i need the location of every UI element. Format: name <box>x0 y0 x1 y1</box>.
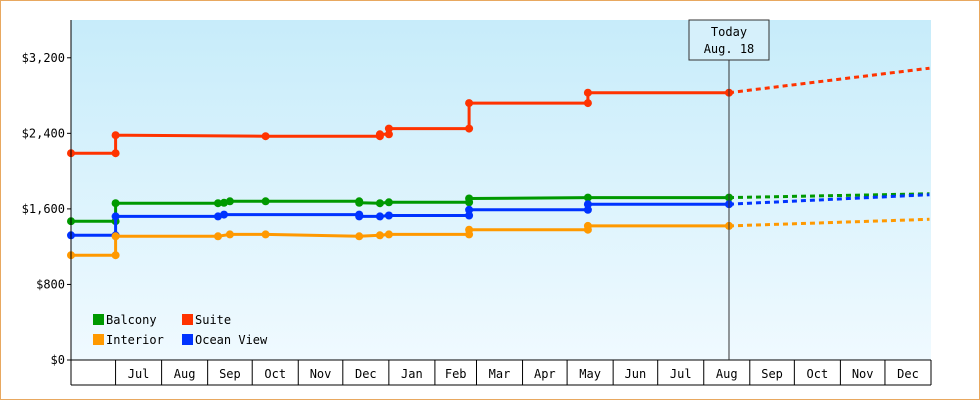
data-point-interior <box>111 232 120 241</box>
x-tick-label: Aug <box>174 367 196 381</box>
data-point-balcony <box>261 197 270 206</box>
legend-label-balcony: Balcony <box>106 313 157 327</box>
data-point-balcony <box>384 198 393 207</box>
data-point-interior <box>384 230 393 239</box>
legend: Balcony Suite Interior Ocean View <box>93 313 268 347</box>
x-tick-label: Jul <box>670 367 692 381</box>
y-tick-label: $800 <box>36 277 65 291</box>
data-point-interior <box>375 231 384 240</box>
data-point-ocean-view <box>111 212 120 221</box>
data-point-suite <box>465 124 474 133</box>
x-tick-label: Feb <box>445 367 467 381</box>
data-point-ocean-view <box>583 200 592 209</box>
x-tick-label: May <box>579 367 601 381</box>
legend-label-suite: Suite <box>195 313 231 327</box>
data-point-interior <box>214 232 222 241</box>
data-point-interior <box>355 232 364 241</box>
plot-area <box>71 20 931 360</box>
y-tick-label: $1,600 <box>22 202 65 216</box>
x-tick-label: Dec <box>897 367 919 381</box>
data-point-ocean-view <box>375 212 384 221</box>
today-date: Aug. 18 <box>704 42 755 56</box>
legend-swatch-suite <box>182 314 193 325</box>
legend-label-ocean-view: Ocean View <box>195 333 268 347</box>
series-forecast-interior <box>728 217 930 228</box>
data-point-balcony <box>465 194 474 203</box>
x-tick-label: Apr <box>534 367 556 381</box>
today-box <box>688 19 770 61</box>
legend-label-interior: Interior <box>106 333 164 347</box>
data-point-interior <box>111 251 120 260</box>
data-point-suite <box>583 88 592 97</box>
series-forecast-balcony <box>728 192 930 200</box>
data-point-balcony <box>214 199 222 208</box>
data-point-balcony <box>355 198 364 207</box>
x-tick-label: Oct <box>807 367 829 381</box>
x-tick-label: Aug <box>716 367 738 381</box>
data-point-balcony <box>375 199 384 208</box>
legend-swatch-interior <box>93 334 104 345</box>
data-point-ocean-view <box>465 205 474 214</box>
data-point-ocean-view <box>384 211 393 220</box>
today-label: Today <box>711 25 747 39</box>
x-tick-label: Jul <box>128 367 150 381</box>
series-line-ocean-view <box>71 202 729 237</box>
data-point-suite <box>465 99 474 108</box>
data-point-suite <box>261 132 270 141</box>
today-marker: Today Aug. 18 <box>688 19 770 360</box>
data-point-suite <box>111 149 120 158</box>
data-point-balcony <box>583 193 592 202</box>
y-tick-label: $3,200 <box>22 51 65 65</box>
legend-swatch-ocean-view <box>182 334 193 345</box>
legend-swatch-balcony <box>93 314 104 325</box>
x-tick-label: Jan <box>401 367 423 381</box>
data-point-ocean-view <box>220 210 228 219</box>
data-point-balcony <box>111 199 120 208</box>
x-tick-label: Sep <box>219 367 241 381</box>
data-point-suite <box>583 99 592 108</box>
series-layer <box>67 66 930 260</box>
data-point-suite <box>384 124 393 133</box>
x-tick-label: Mar <box>489 367 511 381</box>
series-line-interior <box>71 224 729 257</box>
data-point-ocean-view <box>214 212 222 221</box>
data-point-suite <box>111 131 120 140</box>
data-point-ocean-view <box>583 205 592 214</box>
x-tick-label: Nov <box>310 367 332 381</box>
y-tick-label: $0 <box>51 353 65 367</box>
axes-layer: $0 $800 $1,600 $2,400 $3,200 Jul Aug Sep Oct Nov D… <box>22 20 932 386</box>
data-point-ocean-view <box>355 212 364 221</box>
series-forecast-ocean-view <box>728 193 930 206</box>
data-point-interior <box>225 230 234 239</box>
data-point-ocean-view <box>465 211 474 220</box>
data-point-suite <box>375 130 384 139</box>
x-tick-label: Jun <box>625 367 647 381</box>
x-tick-label: Dec <box>355 367 377 381</box>
x-tick-label: Oct <box>264 367 286 381</box>
data-point-interior <box>583 221 592 230</box>
data-point-balcony <box>225 197 234 206</box>
x-tick-label: Sep <box>761 367 783 381</box>
data-point-interior <box>465 225 474 234</box>
data-point-suite <box>384 130 393 139</box>
series-forecast-suite <box>728 66 930 95</box>
x-tick-label: Nov <box>852 367 874 381</box>
data-point-interior <box>261 230 270 239</box>
y-tick-label: $2,400 <box>22 126 65 140</box>
